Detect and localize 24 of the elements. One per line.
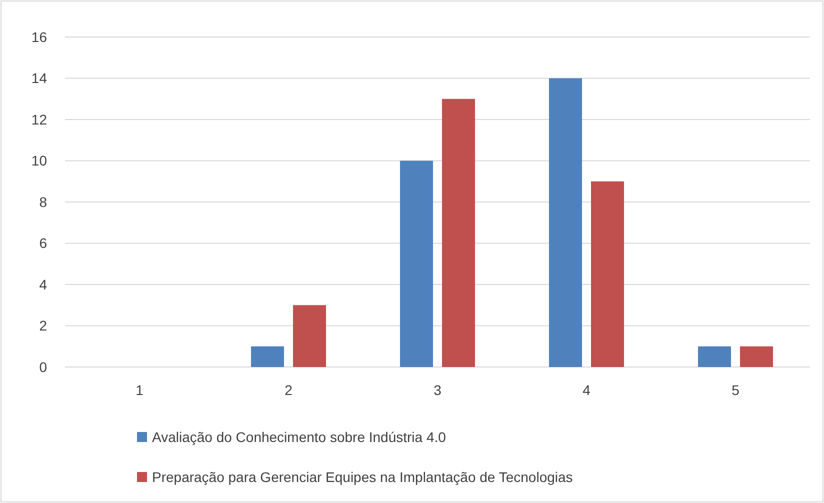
bar <box>400 160 433 367</box>
y-tick-label: 10 <box>31 152 48 169</box>
y-tick-label: 12 <box>31 111 48 128</box>
bar <box>293 305 326 367</box>
y-tick-label: 4 <box>39 276 48 292</box>
x-tick-label: 4 <box>582 382 591 398</box>
legend-label: Avaliação do Conhecimento sobre Indústria 4.0 <box>152 428 446 445</box>
y-tick-label: 8 <box>39 194 48 210</box>
y-tick-label: 6 <box>39 235 48 252</box>
x-tick-label: 5 <box>732 382 740 398</box>
bar <box>740 346 773 367</box>
y-tick-label: 2 <box>39 318 48 334</box>
y-tick-label: 0 <box>39 358 48 375</box>
y-tick-label: 16 <box>31 28 48 45</box>
x-tick-label: 2 <box>284 382 293 398</box>
bar <box>591 181 624 367</box>
bar <box>442 98 475 367</box>
x-tick-label: 3 <box>434 382 442 398</box>
x-tick-label: 1 <box>136 382 144 398</box>
bar <box>251 346 284 367</box>
bar <box>549 78 582 367</box>
bar <box>698 346 731 367</box>
legend-label: Preparação para Gerenciar Equipes na Implantação de Tecnologias <box>152 468 573 485</box>
y-tick-label: 14 <box>31 70 48 86</box>
